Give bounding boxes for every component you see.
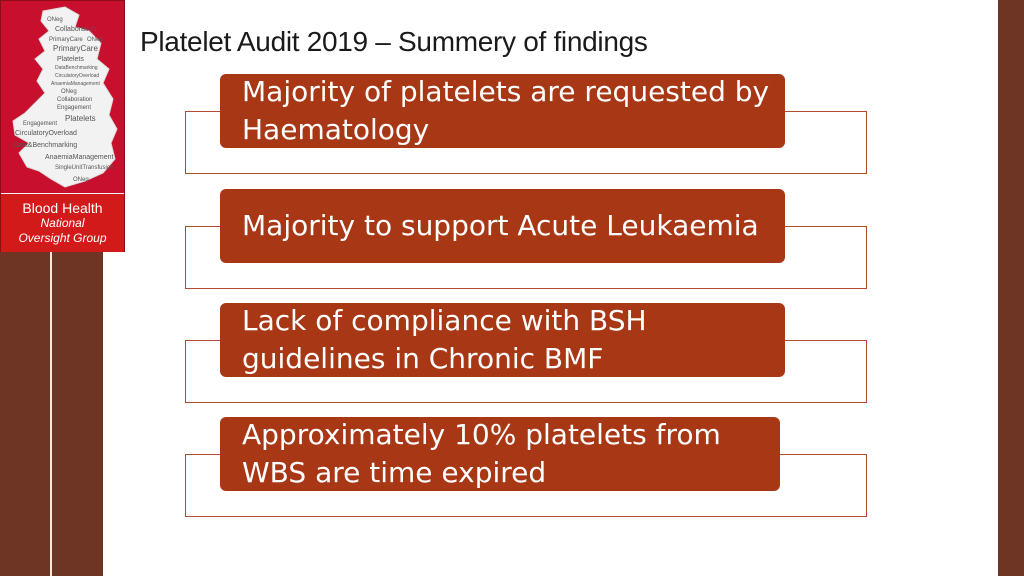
- svg-text:PrimaryCare: PrimaryCare: [49, 37, 83, 43]
- svg-text:ONeg: ONeg: [47, 17, 63, 23]
- svg-text:DataBenchmarking: DataBenchmarking: [55, 65, 98, 71]
- logo-caption: Blood Health National Oversight Group: [1, 193, 124, 252]
- finding-text: Approximately 10% platelets from WBS are…: [242, 418, 721, 489]
- wales-map-icon: ONeg Collaboration PrimaryCare ONeg Prim…: [12, 6, 118, 188]
- right-decor-band: [998, 0, 1024, 576]
- svg-text:CirculatoryOverload: CirculatoryOverload: [15, 130, 77, 137]
- finding-text: Lack of compliance with BSH guidelines i…: [242, 304, 647, 375]
- svg-text:Platelets: Platelets: [65, 114, 96, 123]
- svg-text:SingleUnitTransfusion: SingleUnitTransfusion: [55, 165, 113, 171]
- finding-text: Majority to support Acute Leukaemia: [242, 209, 759, 242]
- finding-text: Majority of platelets are requested by H…: [242, 75, 770, 146]
- svg-text:Platelets: Platelets: [57, 56, 84, 63]
- svg-text:Data&Benchmarking: Data&Benchmarking: [13, 142, 77, 149]
- logo-line-1: Blood Health: [22, 200, 103, 216]
- finding-box: Majority to support Acute Leukaemia: [220, 189, 785, 263]
- svg-text:Engagement: Engagement: [57, 105, 91, 111]
- left-decor-gap: [50, 0, 52, 576]
- finding-box: Majority of platelets are requested by H…: [220, 74, 785, 148]
- finding-box: Lack of compliance with BSH guidelines i…: [220, 303, 785, 377]
- svg-text:Engagement: Engagement: [23, 121, 57, 127]
- svg-text:AnaemiaManagement: AnaemiaManagement: [45, 154, 114, 161]
- svg-text:ONeg: ONeg: [87, 37, 103, 43]
- finding-box: Approximately 10% platelets from WBS are…: [220, 417, 780, 491]
- svg-text:Collaboration: Collaboration: [57, 97, 92, 103]
- logo-line-3: Oversight Group: [18, 231, 107, 245]
- svg-text:AnaemiaManagement: AnaemiaManagement: [51, 81, 101, 87]
- svg-text:Collaboration: Collaboration: [55, 26, 96, 33]
- svg-text:CirculatoryOverload: CirculatoryOverload: [55, 73, 99, 79]
- logo-line-2: National: [40, 216, 85, 230]
- blood-health-logo: ONeg Collaboration PrimaryCare ONeg Prim…: [0, 0, 125, 252]
- slide-title: Platelet Audit 2019 – Summery of finding…: [140, 26, 648, 57]
- svg-text:ONeg: ONeg: [61, 89, 77, 95]
- svg-text:PrimaryCare: PrimaryCare: [53, 44, 98, 53]
- svg-text:ONeg: ONeg: [73, 177, 89, 183]
